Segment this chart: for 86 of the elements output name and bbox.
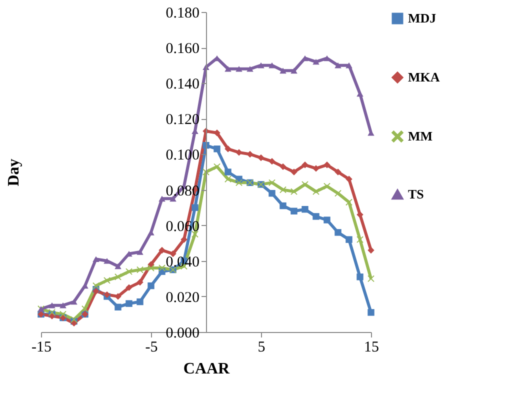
point [202,168,210,176]
legend-label: MDJ [408,10,437,26]
point [302,206,308,213]
y-tick-label: 0.000 [166,326,200,342]
point [192,204,198,211]
point [114,293,122,300]
point [114,304,122,310]
y-tick-label: 0.180 [166,6,200,22]
point [268,158,276,165]
x-tick-label: -15 [32,340,52,356]
point [356,236,364,243]
point [60,302,66,308]
point [312,165,320,172]
point [136,278,144,286]
point [236,149,242,156]
point [104,258,110,264]
point [324,162,330,168]
point [158,264,166,272]
x-axis-title: CAAR [183,360,230,378]
point [346,176,352,182]
point [368,309,374,316]
x-tick-label: -5 [145,340,158,356]
point [268,190,276,197]
point [82,306,88,312]
point [158,196,166,202]
point [214,163,220,170]
point [258,62,264,68]
point [312,213,320,220]
point [158,246,166,254]
point [224,176,232,182]
point [126,284,132,291]
point [334,168,342,176]
point [334,229,342,236]
point [214,146,220,152]
point [82,282,88,289]
point [290,168,298,176]
point [346,62,352,68]
point [114,274,122,280]
y-axis-title: Day [6,158,22,186]
point [92,256,100,262]
point [114,263,122,270]
point [280,68,286,74]
point [180,236,188,243]
point [302,162,308,168]
point [48,302,56,308]
point [368,246,374,254]
x-tick-label: 5 [258,340,266,356]
legend-label: TS [408,186,424,202]
point [246,66,254,72]
point [368,275,374,282]
x-tick-label: 15 [364,340,379,356]
point [136,249,144,255]
point [126,300,132,307]
point [126,268,132,275]
point [312,58,320,65]
y-tick-label: 0.160 [166,41,200,58]
point [236,179,242,186]
point [356,274,364,280]
point [346,236,352,243]
point [258,154,264,162]
point [148,282,154,290]
legend-label: MM [408,128,433,144]
point [236,66,242,72]
point [246,150,254,158]
point [104,277,110,284]
point [70,298,78,305]
point [312,188,320,195]
point [268,62,276,68]
legend-label: MKA [408,70,440,84]
point [280,202,286,210]
point [280,163,286,170]
point [214,130,220,136]
point [136,298,144,306]
point [224,146,232,152]
y-tick-label: 0.140 [166,76,200,93]
point [268,179,276,186]
point [224,168,232,176]
point [290,188,298,195]
point [224,66,232,72]
point [290,208,298,214]
point [290,68,298,74]
point [334,62,342,68]
point [356,211,364,218]
y-tick-label: 0.020 [166,290,200,306]
point [324,216,330,224]
point [148,264,154,272]
